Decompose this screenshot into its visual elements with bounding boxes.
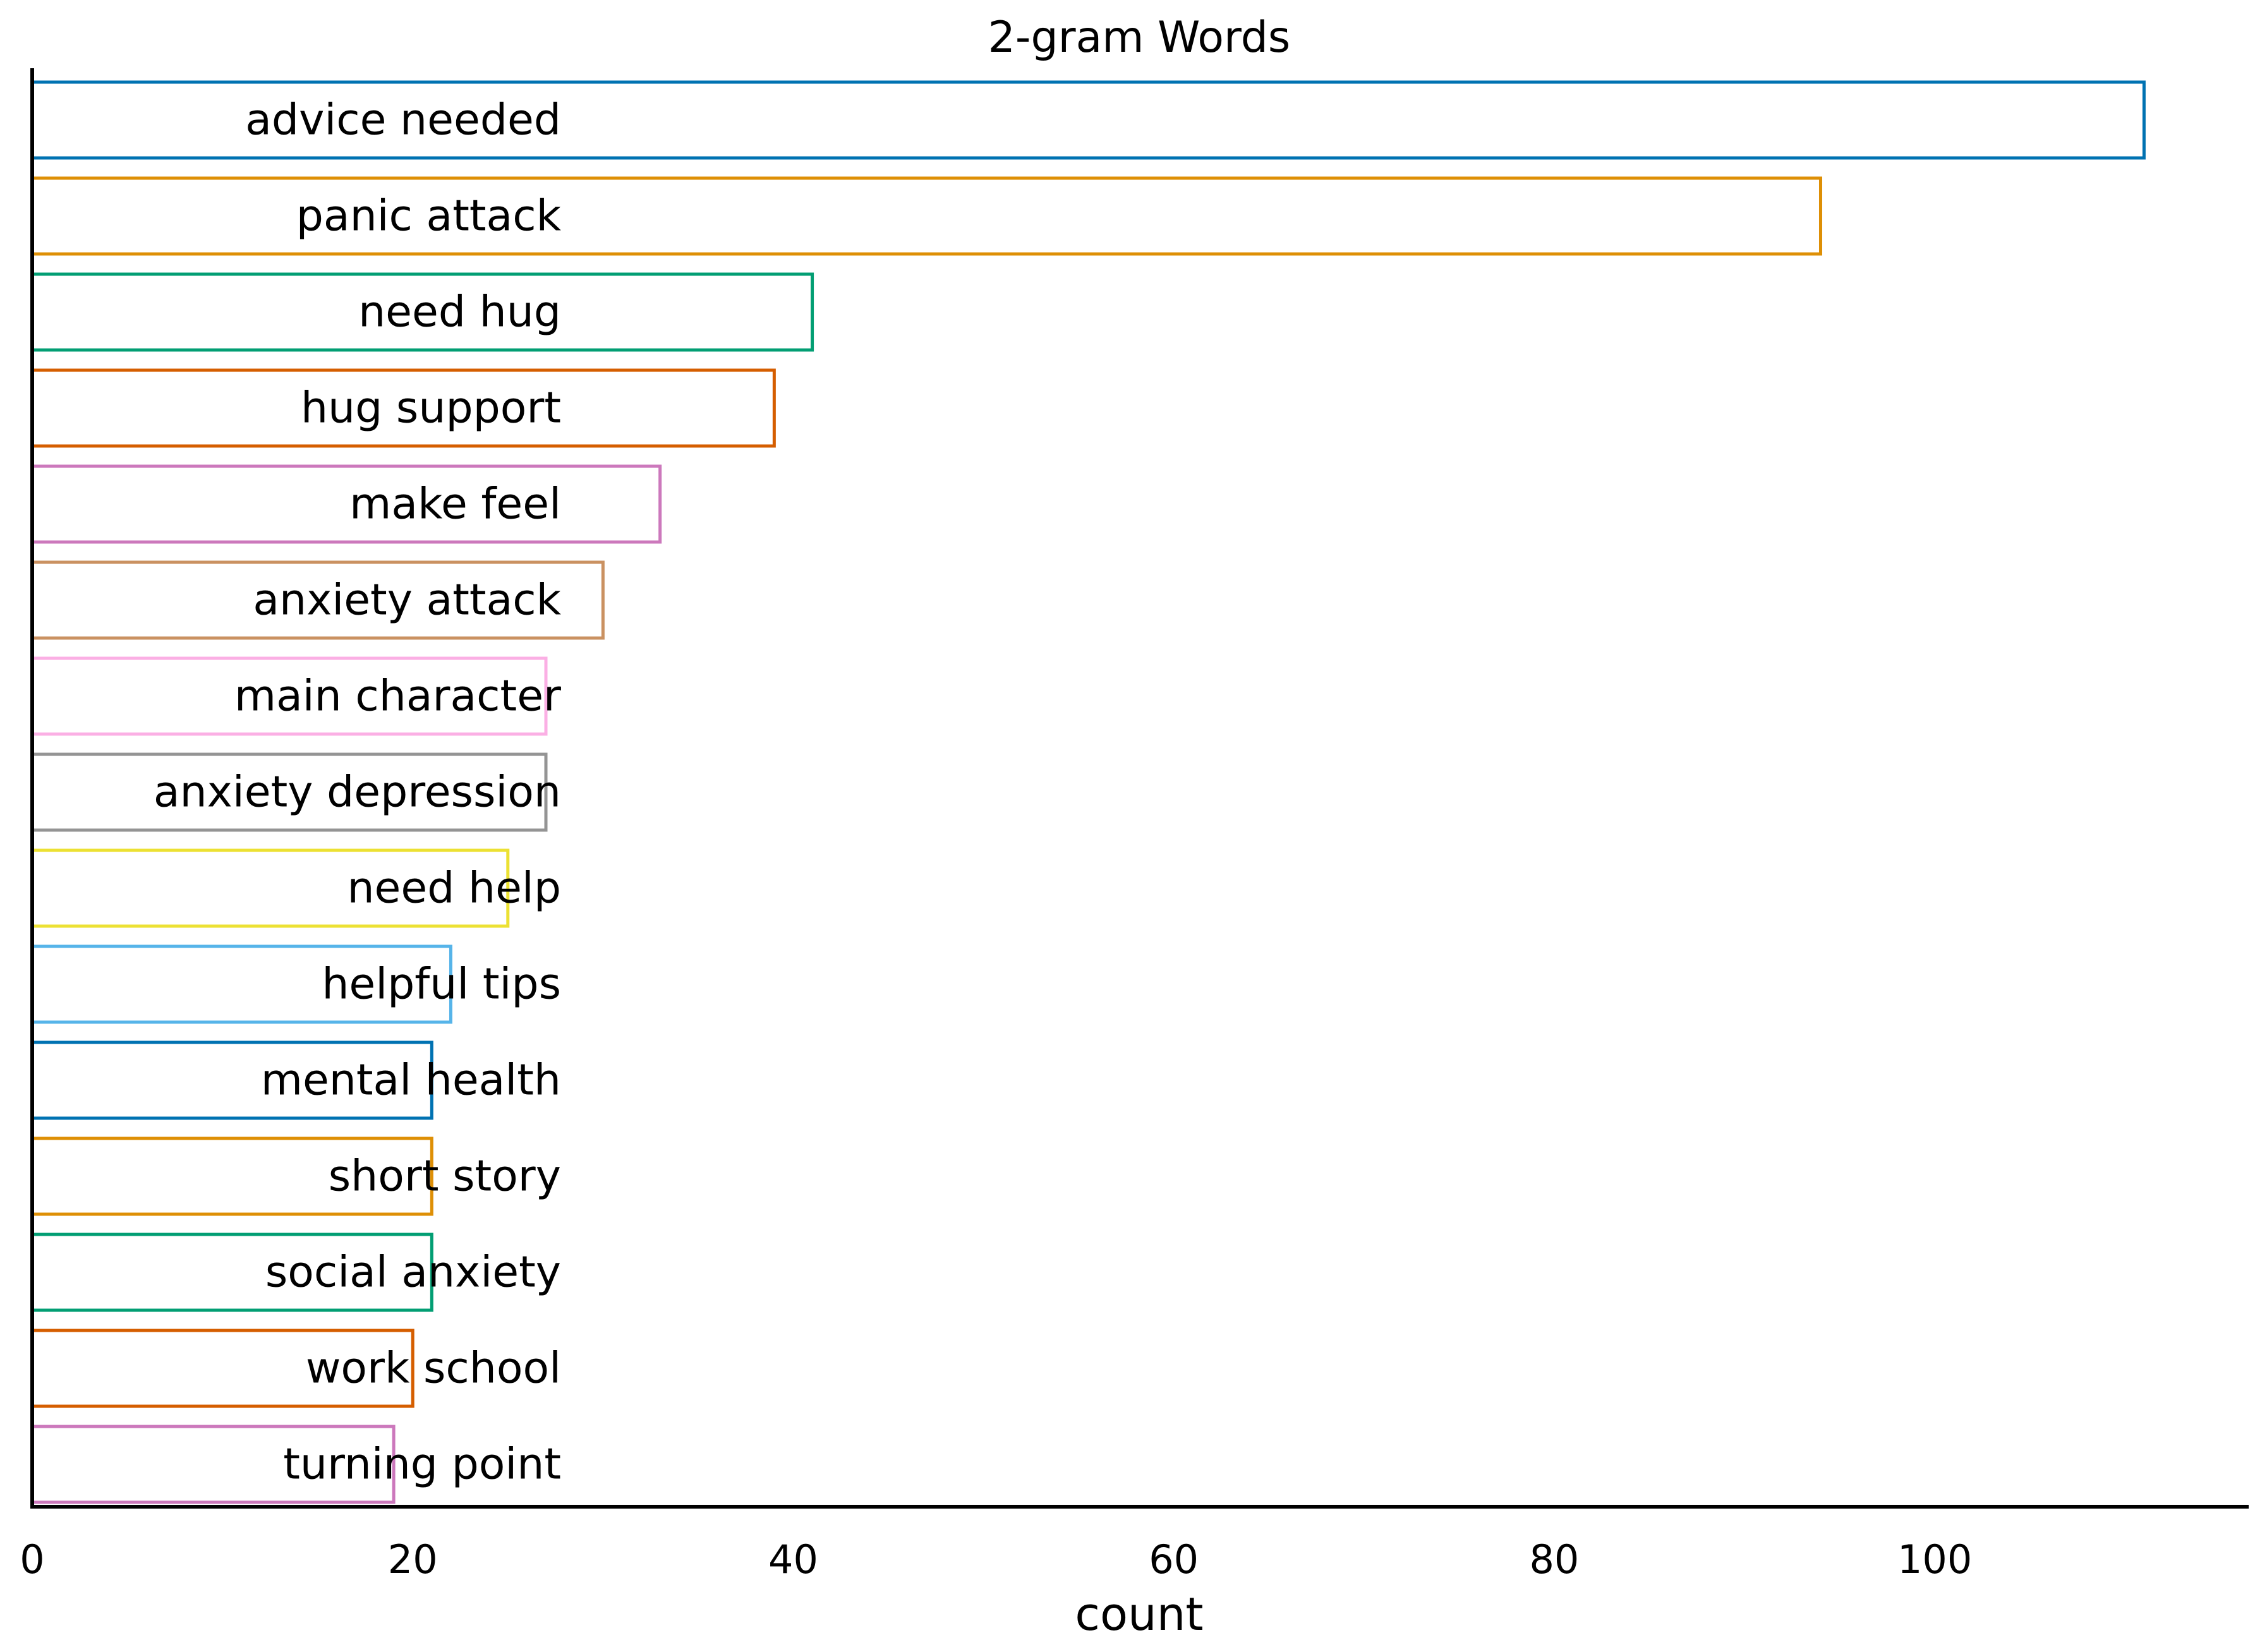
bar-label-advice-needed: advice needed bbox=[245, 95, 561, 145]
bar-label-need-help: need help bbox=[347, 864, 561, 913]
x-tick-label-20: 20 bbox=[388, 1536, 438, 1583]
bar-labels-group: advice needed panic attack need hug hug sup… bbox=[154, 95, 562, 1490]
bar-label-main-character: main character bbox=[234, 672, 561, 721]
bar-label-turning-point: turning point bbox=[283, 1440, 561, 1490]
x-tick-label-60: 60 bbox=[1149, 1536, 1199, 1583]
bar-label-make-feel: make feel bbox=[349, 479, 561, 529]
x-tick-label-80: 80 bbox=[1529, 1536, 1579, 1583]
bar-label-panic-attack: panic attack bbox=[296, 191, 562, 241]
x-tick-label-100: 100 bbox=[1897, 1536, 1972, 1583]
bar-label-social-anxiety: social anxiety bbox=[265, 1248, 561, 1298]
x-tick-label-0: 0 bbox=[20, 1536, 44, 1583]
chart-title: 2-gram Words bbox=[988, 13, 1291, 63]
bar-label-anxiety-attack: anxiety attack bbox=[253, 576, 561, 625]
bar-label-anxiety-depression: anxiety depression bbox=[154, 768, 561, 817]
x-tick-label-40: 40 bbox=[768, 1536, 818, 1583]
bar-label-work-school: work school bbox=[306, 1344, 561, 1394]
bar-make-feel bbox=[30, 464, 662, 544]
x-axis-label: count bbox=[1075, 1588, 1203, 1641]
x-tick-labels-group: 0 20 40 60 80 100 bbox=[20, 1536, 1972, 1583]
bar-label-helpful-tips: helpful tips bbox=[322, 960, 561, 1010]
bar-label-short-story: short story bbox=[329, 1152, 561, 1202]
bar-label-mental-health: mental health bbox=[261, 1056, 561, 1106]
bar-label-need-hug: need hug bbox=[358, 287, 561, 337]
bar-label-hug-support: hug support bbox=[301, 383, 561, 433]
